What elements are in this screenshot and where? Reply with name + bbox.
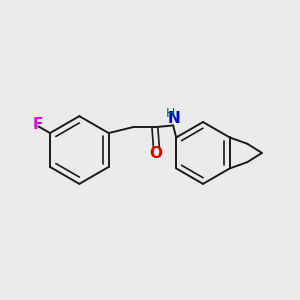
Text: H: H [166, 107, 175, 120]
Text: O: O [149, 146, 162, 161]
Text: F: F [32, 117, 43, 132]
Text: N: N [168, 111, 180, 126]
